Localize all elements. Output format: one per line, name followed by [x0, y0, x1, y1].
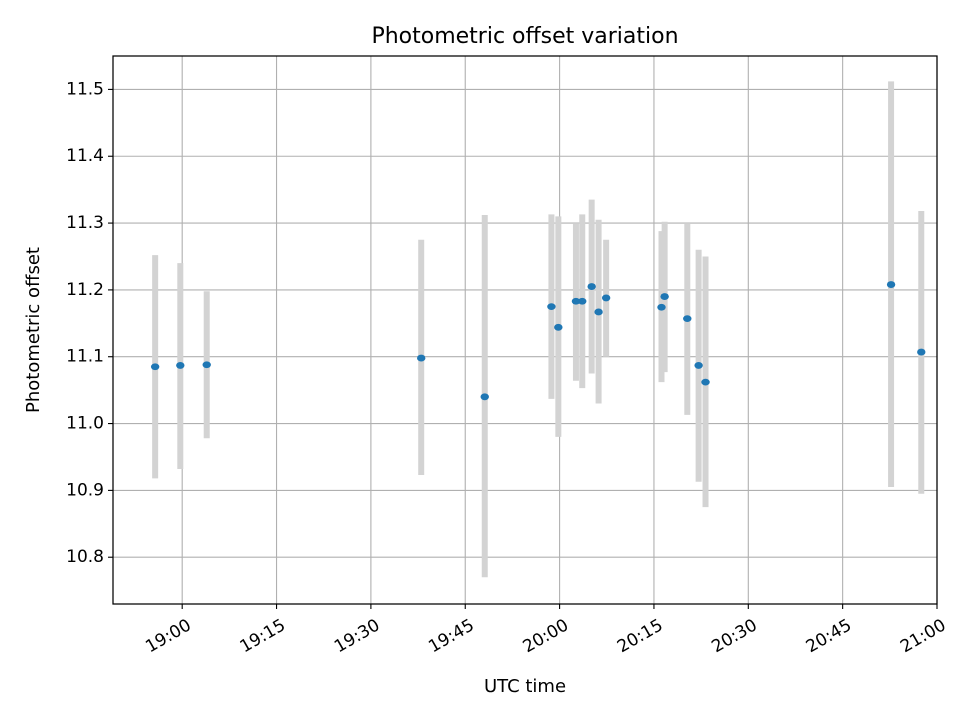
data-point [480, 393, 489, 401]
data-point [554, 323, 563, 331]
data-point [694, 362, 703, 369]
data-point [578, 297, 587, 305]
data-point [601, 294, 611, 302]
grid [113, 56, 938, 604]
y-tick-label: 10.8 [66, 547, 104, 567]
data-point [886, 281, 896, 288]
chart-title: Photometric offset variation [371, 24, 678, 49]
y-tick-label: 11.4 [66, 146, 104, 166]
y-tick-label: 11.5 [66, 79, 104, 99]
data-point [657, 303, 666, 311]
data-point [547, 303, 556, 311]
data-point [202, 361, 211, 369]
data-point [917, 348, 926, 356]
data-point [587, 283, 596, 290]
data-points [150, 281, 926, 401]
y-tick-label: 11.3 [66, 213, 104, 233]
data-point [594, 308, 603, 316]
y-tick-label: 11.1 [66, 347, 104, 367]
x-axis-label: UTC time [484, 676, 566, 697]
y-tick-label: 11.2 [66, 280, 104, 300]
plot-frame [112, 55, 938, 605]
data-point [571, 297, 581, 305]
data-point [660, 293, 669, 300]
y-axis-label: Photometric offset [23, 247, 44, 413]
data-point [176, 362, 185, 369]
data-point [150, 363, 160, 371]
y-tick-label: 11.0 [66, 414, 104, 434]
data-point [417, 354, 426, 362]
data-point [701, 378, 710, 386]
data-point [683, 315, 692, 323]
y-tick-label: 10.9 [66, 480, 104, 500]
